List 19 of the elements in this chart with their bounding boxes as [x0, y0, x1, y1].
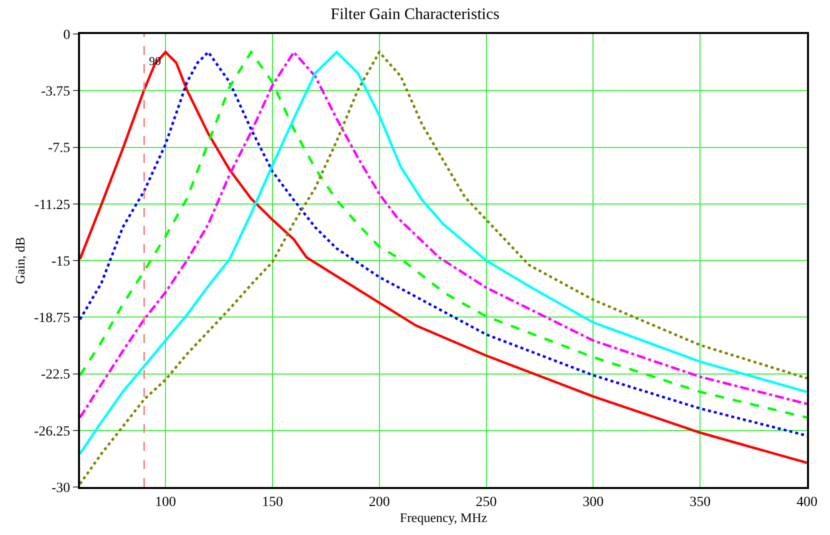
y-tick-label: -18.75: [34, 311, 70, 326]
x-tick-label: 150: [262, 494, 283, 510]
y-tick-label: -22.5: [41, 368, 70, 383]
x-axis-title: Frequency, MHz: [400, 510, 488, 525]
y-tick-label: -15: [52, 254, 70, 270]
y-tick-label: 0: [63, 28, 70, 43]
y-tick-label: -26.25: [34, 424, 70, 440]
x-tick-label: 350: [690, 494, 711, 510]
chart-title: Filter Gain Characteristics: [330, 6, 500, 24]
y-tick-label: -11.25: [34, 198, 70, 213]
x-tick-label: 250: [476, 494, 497, 510]
y-tick-label: -7.5: [48, 141, 70, 156]
x-tick-label: 100: [155, 494, 176, 510]
x-tick-label: 200: [368, 494, 390, 510]
y-tick-label: -3.75: [41, 84, 70, 100]
y-axis-title: Gain, dB: [12, 236, 28, 284]
x-tick-label: 300: [582, 494, 604, 510]
y-tick-label: -30: [52, 480, 70, 496]
x-tick-label: 400: [796, 494, 818, 510]
